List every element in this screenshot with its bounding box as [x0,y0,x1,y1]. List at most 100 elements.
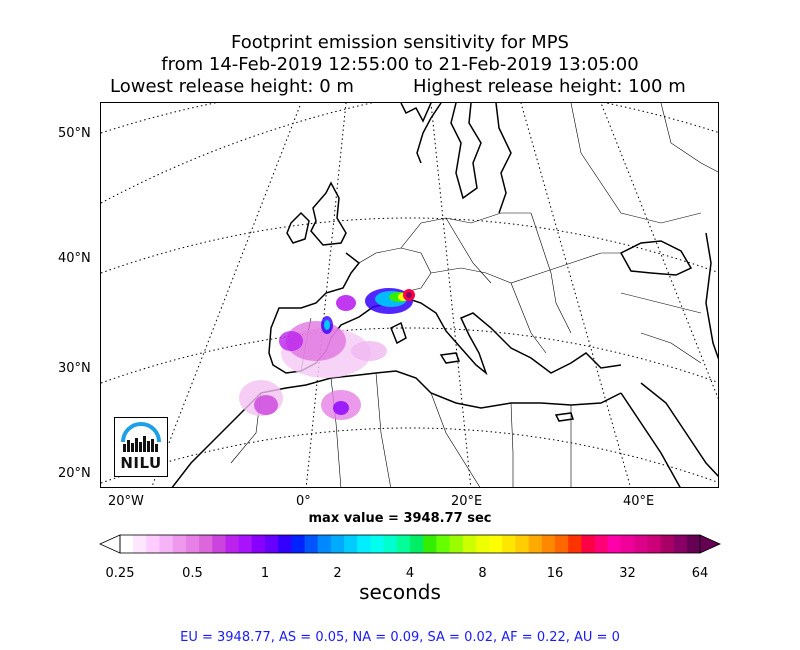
parallel-line [101,103,374,204]
plume-mid [336,295,356,311]
colorbar-cell [581,535,596,553]
lon-label-20e: 20°E [451,494,483,509]
coastline-norway-south [416,103,442,164]
map-frame [100,102,719,488]
colorbar-cell [330,535,345,553]
colorbar-cell [172,535,187,553]
coastline-sardinia [390,321,407,345]
colorbar-cell [660,535,675,553]
border [640,332,702,364]
colorbar-cell [634,535,648,553]
coastline-norway [400,103,432,123]
border [580,152,702,224]
lowest-release-height: Lowest release height: 0 m [110,76,354,97]
colorbar [99,534,721,554]
colorbar-cell [199,535,213,553]
colorbar-tick-label: 16 [546,566,564,581]
colorbar-low-arrow [99,534,121,554]
colorbar-cell [212,535,227,553]
colorbar-cell [344,535,358,553]
border [510,282,547,354]
coastline-arabia [640,382,718,477]
lon-label-0: 0° [296,494,311,509]
colorbar-cell [620,535,635,553]
colorbar-cell [383,535,398,553]
colorbar-cell [291,535,306,553]
colorbar-cell [594,535,609,553]
colorbar-cell [278,535,292,553]
colorbar-tick-label: 32 [619,566,636,581]
colorbar-cell [238,535,253,553]
plume-high [324,320,330,330]
chart-title: Footprint emission sensitivity for MPS [231,32,569,53]
coastline-west-africa [171,402,252,487]
colorbar-cell [370,535,385,553]
colorbar-cell [120,535,134,553]
border [570,103,582,154]
plume-peak [406,292,412,298]
chart-subtitle-period: from 14-Feb-2019 12:55:00 to 21-Feb-2019… [161,54,639,75]
colorbar-cell [515,535,530,553]
coastline-sweden [450,103,482,200]
colorbar-cell [449,535,464,553]
border [358,247,432,294]
border [375,372,391,487]
colorbar-cell [568,535,582,553]
coastline-great-britain [310,181,347,246]
colorbar-tick-label: 64 [691,566,709,581]
map-canvas [101,103,718,487]
meridian-line [520,103,631,487]
colorbar-tick-label: 0.25 [105,566,135,581]
colorbar-cell [357,535,372,553]
sensitivity-plume [239,288,415,420]
lat-label-20n: 20°N [58,466,91,481]
meridian-line [151,103,302,487]
plume-high [333,401,349,415]
parallel-line [101,427,718,484]
coastline-north-africa [250,370,622,409]
coastline-caspian [705,232,718,360]
parallel-line [101,217,718,274]
colorbar-cell [304,535,319,553]
colorbar-cell [489,535,503,553]
parallel-line [101,103,718,134]
colorbar-cell [225,535,240,553]
colorbar-cell [462,535,477,553]
coastline-crete [554,412,574,422]
lat-label-40n: 40°N [58,251,91,266]
nilu-logo: NILU [114,417,168,477]
coastline-red-sea-west [620,392,681,487]
colorbar-cell [159,535,174,553]
colorbar-cell [396,535,411,553]
max-value-label: max value = 3948.77 sec [308,511,492,526]
colorbar-high-arrow [699,534,721,554]
colorbar-tick-label: 4 [405,566,415,581]
colorbar-tick-label: 8 [478,566,487,581]
coastline-baltic [495,103,512,214]
colorbar-outline [119,534,701,554]
meridian-line [430,103,472,487]
border [510,402,514,487]
border [620,292,702,314]
colorbar-cell [251,535,266,553]
meridian-line [305,103,347,487]
colorbar-cell [317,535,332,553]
colorbar-cell [265,535,279,553]
lat-label-50n: 50°N [58,126,91,141]
colorbar-cell [423,535,437,553]
colorbar-tick-label: 2 [333,566,342,581]
coastlines [171,103,718,487]
colorbar-cell [555,535,569,553]
colorbar-cell [686,535,701,553]
colorbar-cell [673,535,688,553]
colorbar-cell [146,535,161,553]
lat-label-30n: 30°N [58,361,91,376]
plume-mid [279,331,303,351]
border [400,212,531,249]
border [445,217,492,284]
coastline-sicily [439,352,461,364]
colorbar-cell [410,535,424,553]
coastline-black-sea [619,240,693,276]
highest-release-height: Highest release height: 100 m [413,76,686,97]
colorbar-cell [502,535,517,553]
